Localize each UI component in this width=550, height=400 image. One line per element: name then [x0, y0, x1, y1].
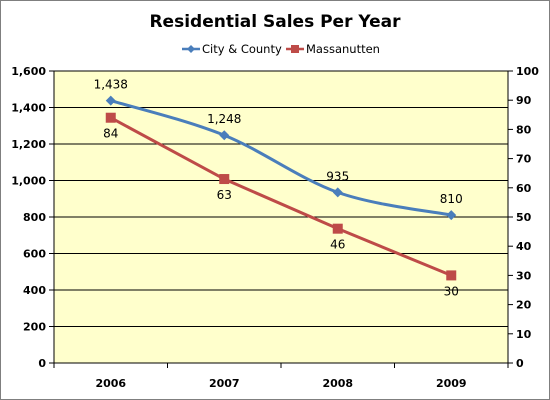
legend-label-massanutten: Massanutten [306, 42, 380, 56]
right-tick-label: 100 [516, 65, 539, 78]
gridlines [54, 107, 508, 327]
data-label: 30 [444, 284, 459, 298]
data-point-marker [332, 223, 343, 234]
right-axis: 0 10 20 30 40 50 60 70 80 90 100 [508, 65, 539, 370]
right-tick-label: 30 [516, 269, 532, 282]
data-point-marker [332, 187, 343, 198]
right-tick-label: 40 [516, 240, 532, 253]
data-label: 1,438 [94, 78, 128, 92]
series-city-county: 1,438 1,248 935 810 [94, 78, 463, 221]
right-tick-label: 0 [516, 357, 524, 370]
legend: City & County Massanutten [182, 42, 380, 56]
left-axis: 0 200 400 600 800 1,000 1,200 1,400 1,600 [11, 65, 54, 370]
right-tick-label: 60 [516, 182, 532, 195]
data-point-marker [105, 112, 116, 123]
legend-marker-square [291, 45, 299, 53]
right-tick-label: 70 [516, 153, 532, 166]
data-label: 63 [217, 188, 232, 202]
right-tick-label: 90 [516, 94, 532, 107]
data-label: 935 [326, 169, 349, 183]
data-label: 810 [440, 192, 463, 206]
series-line [110, 116, 452, 277]
x-axis: 2006 2007 2008 2009 [53, 363, 509, 390]
left-tick-label: 200 [23, 321, 46, 334]
left-tick-label: 800 [23, 211, 46, 224]
category-label: 2007 [209, 377, 240, 390]
data-point-marker [446, 270, 457, 281]
left-tick-label: 1,200 [11, 138, 46, 151]
left-tick-label: 1,400 [11, 102, 46, 115]
category-label: 2008 [322, 377, 353, 390]
category-label: 2006 [95, 377, 126, 390]
left-tick-label: 1,000 [11, 175, 46, 188]
left-tick-label: 600 [23, 248, 46, 261]
series-massanutten: 84 63 46 30 [103, 112, 459, 298]
data-point-marker [105, 95, 116, 106]
left-tick-label: 400 [23, 284, 46, 297]
right-tick-label: 80 [516, 123, 532, 136]
category-label: 2009 [436, 377, 467, 390]
series-line [110, 99, 452, 217]
legend-label-city-county: City & County [202, 42, 282, 56]
chart-title: Residential Sales Per Year [149, 12, 401, 32]
data-label: 1,248 [207, 112, 241, 126]
data-point-marker [219, 130, 230, 141]
data-label: 46 [330, 238, 345, 252]
data-label: 84 [103, 127, 118, 141]
left-tick-label: 0 [38, 357, 46, 370]
left-tick-label: 1,600 [11, 65, 46, 78]
series-layer: 1,438 1,248 935 810 84 63 46 30 [94, 78, 463, 299]
data-point-marker [219, 174, 230, 185]
legend-marker-diamond [187, 45, 195, 53]
right-tick-label: 10 [516, 328, 532, 341]
right-tick-label: 20 [516, 299, 532, 312]
right-tick-label: 50 [516, 211, 532, 224]
data-point-marker [446, 210, 457, 221]
